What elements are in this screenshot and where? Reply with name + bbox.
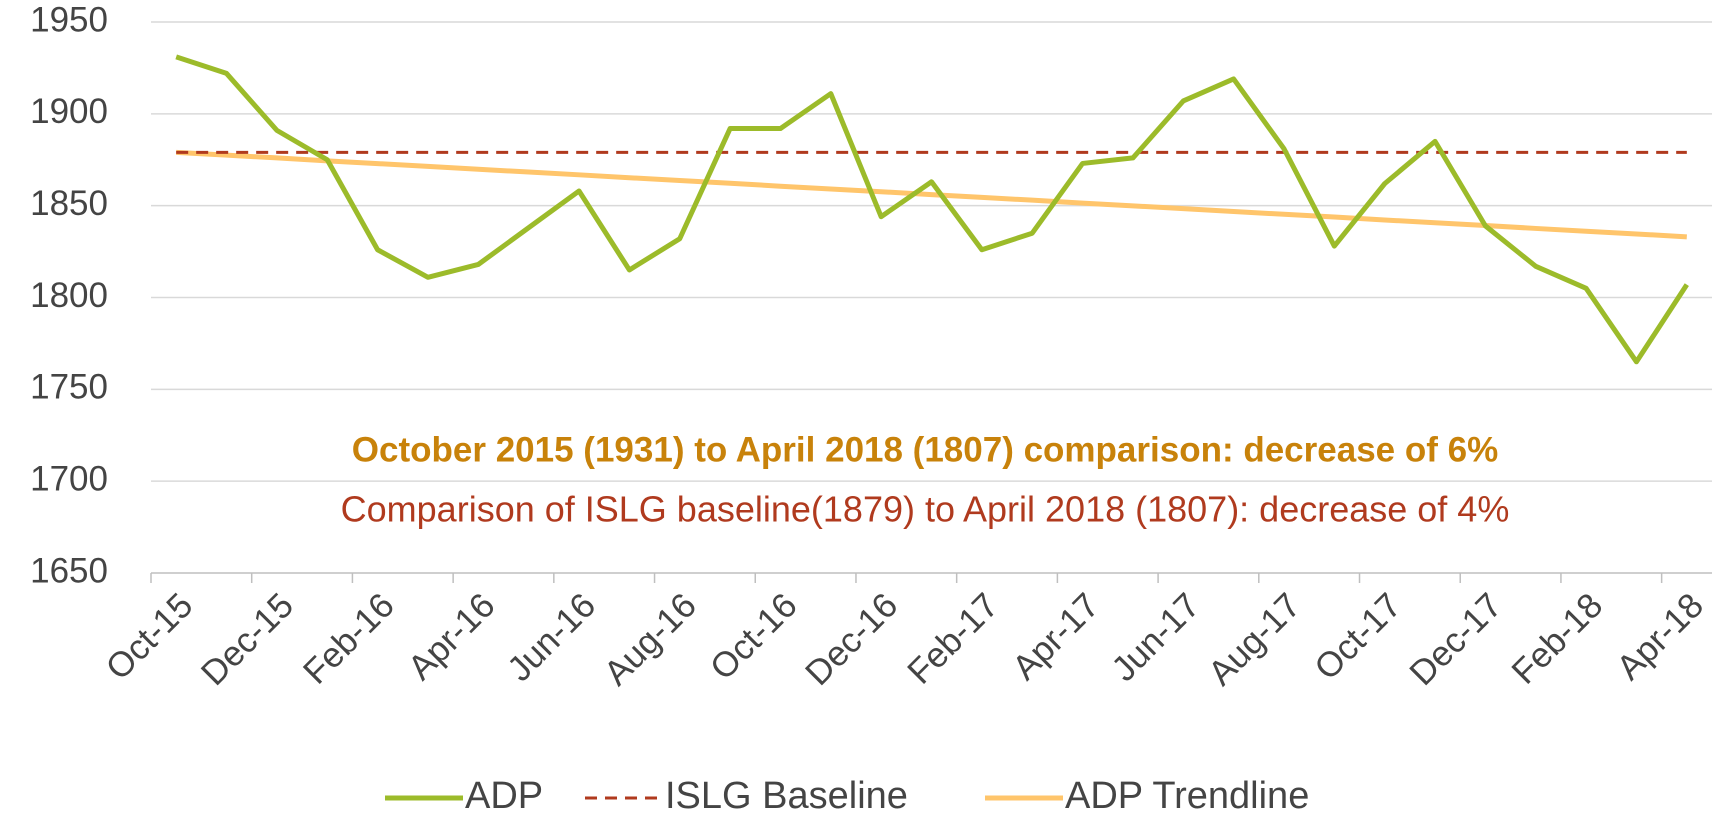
- x-tick-label: Aug-17: [1201, 586, 1308, 693]
- x-tick-label: Apr-18: [1609, 586, 1711, 688]
- x-tick-label: Oct-15: [99, 586, 201, 688]
- x-tick-label: Apr-16: [401, 586, 503, 688]
- annotation: October 2015 (1931) to April 2018 (1807)…: [352, 430, 1498, 469]
- x-tick-label: Dec-15: [194, 586, 301, 693]
- legend-label: ISLG Baseline: [665, 775, 908, 817]
- series-line: [176, 149, 1687, 240]
- x-tick-label: Feb-16: [296, 586, 402, 692]
- series-line: [175, 54, 1689, 365]
- x-tick-label: Apr-17: [1005, 586, 1107, 688]
- annotation: Comparison of ISLG baseline(1879) to Apr…: [341, 489, 1510, 530]
- x-tick-label: Feb-17: [900, 586, 1006, 692]
- x-tick-label: Dec-16: [798, 586, 905, 693]
- legend-label: ADP Trendline: [1065, 775, 1309, 817]
- x-tick-label: Feb-18: [1504, 586, 1610, 692]
- y-tick-label: 1950: [30, 0, 108, 39]
- legend-label: ADP: [465, 775, 543, 817]
- x-tick-label: Dec-17: [1402, 586, 1509, 693]
- y-tick-label: 1800: [30, 276, 108, 315]
- x-tick-label: Oct-17: [1307, 586, 1409, 688]
- y-tick-label: 1750: [30, 368, 108, 407]
- y-tick-label: 1900: [30, 92, 108, 131]
- x-tick-label: Jun-16: [500, 586, 603, 689]
- y-tick-label: 1650: [30, 551, 108, 590]
- x-tick-label: Aug-16: [597, 586, 704, 693]
- x-tick-label: Jun-17: [1104, 586, 1207, 689]
- x-tick-label: Oct-16: [703, 586, 805, 688]
- y-tick-label: 1700: [30, 459, 108, 498]
- y-tick-label: 1850: [30, 184, 108, 223]
